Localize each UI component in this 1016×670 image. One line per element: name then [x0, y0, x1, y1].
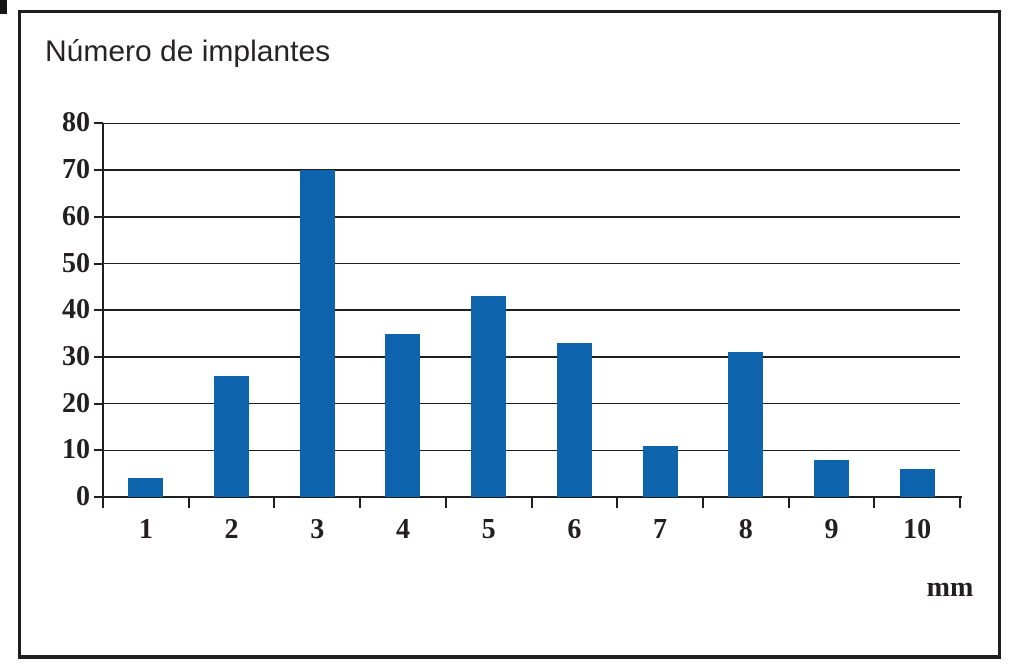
bar-6 [556, 342, 592, 497]
y-tick-label-10: 10 [62, 434, 90, 466]
gridline-50 [103, 262, 960, 265]
x-tick-label-5: 5 [481, 514, 496, 545]
x-axis-tick-5 [530, 498, 533, 508]
x-axis-tick-1 [187, 498, 190, 508]
y-tick-label-30: 30 [62, 340, 90, 372]
y-axis-tick-70 [94, 169, 103, 172]
x-axis-line [101, 495, 962, 499]
chart-frame [18, 10, 1001, 659]
y-tick-label-40: 40 [62, 294, 90, 326]
gridline-40 [103, 309, 960, 311]
gridline-70 [103, 169, 960, 171]
x-axis-unit-label: mm [926, 572, 974, 603]
bar-7 [642, 445, 678, 497]
gridline-60 [103, 216, 960, 218]
gridline-80 [103, 122, 960, 125]
x-tick-label-10: 10 [903, 514, 932, 545]
x-tick-label-1: 1 [138, 514, 153, 545]
y-tick-label-0: 0 [76, 481, 90, 512]
x-tick-label-7: 7 [653, 514, 668, 545]
x-axis-tick-0 [102, 498, 104, 508]
x-axis-tick-4 [444, 498, 447, 508]
x-axis-tick-2 [273, 498, 276, 508]
y-tick-label-50: 50 [62, 247, 90, 279]
bar-2 [214, 375, 250, 497]
x-axis-tick-9 [873, 498, 876, 508]
y-axis-tick-20 [94, 402, 103, 405]
x-axis-tick-8 [787, 498, 790, 508]
y-tick-label-60: 60 [62, 200, 90, 232]
y-tick-label-70: 70 [62, 154, 90, 186]
x-tick-label-4: 4 [395, 514, 410, 545]
gridline-30 [103, 356, 960, 358]
x-tick-label-3: 3 [310, 514, 325, 545]
bar-4 [385, 333, 421, 497]
bar-1 [128, 478, 164, 497]
bar-3 [299, 170, 335, 497]
y-axis-tick-80 [94, 122, 103, 125]
y-axis-tick-40 [94, 309, 103, 312]
x-axis-tick-3 [359, 498, 362, 508]
bar-5 [471, 296, 507, 497]
y-axis-tick-50 [94, 262, 103, 265]
x-tick-label-9: 9 [824, 514, 839, 545]
x-tick-label-6: 6 [567, 514, 582, 545]
x-tick-label-8: 8 [738, 514, 753, 545]
x-axis-tick-10 [959, 498, 961, 508]
bar-10 [899, 468, 935, 497]
scan-artifact-mark [0, 0, 7, 14]
gridline-20 [103, 402, 960, 405]
y-tick-label-20: 20 [62, 387, 90, 419]
x-axis-tick-6 [616, 498, 619, 508]
gridline-10 [103, 449, 960, 452]
bar-8 [728, 352, 764, 497]
chart-title: Número de implantes [45, 35, 331, 68]
y-axis-tick-0 [94, 496, 103, 498]
y-axis-tick-30 [94, 355, 103, 358]
y-axis-tick-10 [94, 449, 103, 452]
x-axis-tick-7 [701, 498, 704, 508]
y-tick-label-80: 80 [62, 107, 90, 139]
bar-9 [813, 459, 849, 497]
x-tick-label-2: 2 [224, 514, 239, 545]
y-axis-tick-60 [94, 215, 103, 218]
